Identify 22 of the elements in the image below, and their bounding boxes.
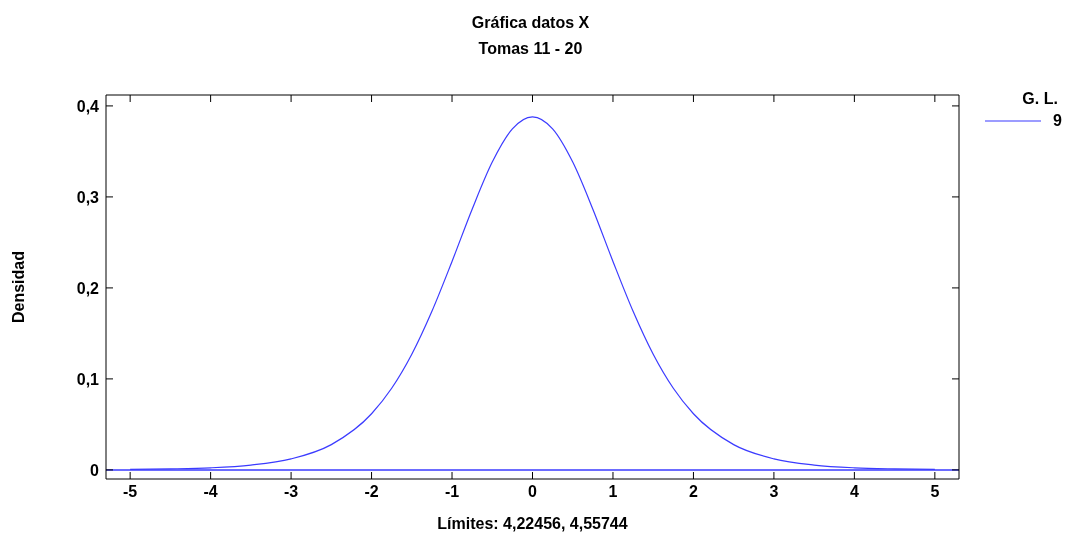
x-axis-title: Límites: 4,22456, 4,55744	[437, 515, 628, 532]
legend-label: 9	[1053, 112, 1062, 130]
x-tick-label: -4	[203, 483, 218, 501]
y-tick-label: 0,3	[76, 188, 100, 206]
y-tick-label: 0,1	[76, 370, 100, 388]
legend-title: G. L.	[1021, 90, 1058, 108]
x-tick-label: -3	[283, 483, 299, 501]
x-tick-label: 4	[849, 483, 859, 501]
x-tick-label: 2	[688, 483, 698, 501]
x-tick-label: -5	[123, 483, 138, 501]
x-tick-label: -1	[444, 483, 460, 501]
chart-subtitle: Tomas 11 - 20	[477, 39, 584, 59]
x-tick-label: 0	[528, 483, 538, 501]
x-tick-label: 3	[769, 483, 779, 501]
y-tick-label: 0	[90, 461, 100, 479]
x-tick-label: 1	[608, 483, 618, 501]
y-axis-title: Densidad	[9, 250, 27, 324]
x-tick-label: -2	[364, 483, 379, 501]
chart-title: Gráfica datos X	[470, 13, 591, 33]
x-tick-label: 5	[930, 483, 940, 501]
y-tick-label: 0,4	[76, 97, 100, 115]
y-tick-label: 0,2	[76, 279, 100, 297]
